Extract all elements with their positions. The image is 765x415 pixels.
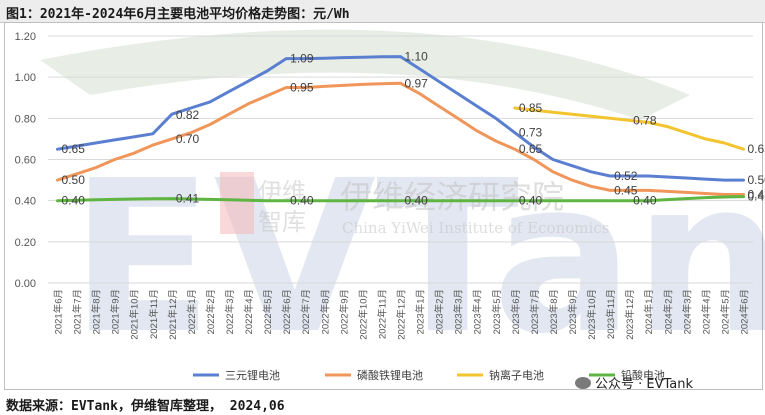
x-tick-label: 2023年3月 xyxy=(453,289,465,334)
data-label-ncm: 1.09 xyxy=(290,52,314,66)
y-tick-label: 0.60 xyxy=(15,155,36,167)
chart-title: 图1：2021年-2024年6月主要电池平均价格走势图：元/Wh xyxy=(6,7,350,22)
x-tick-label: 2023年8月 xyxy=(548,289,560,334)
x-tick-label: 2024年1月 xyxy=(643,289,655,334)
x-tick-label: 2022年11月 xyxy=(376,289,388,339)
data-label-lfp: 0.50 xyxy=(62,173,86,187)
x-tick-label: 2022年9月 xyxy=(338,289,350,334)
x-tick-label: 2024年4月 xyxy=(700,289,712,334)
data-label-lfp: 0.97 xyxy=(405,76,429,90)
data-label-lead: 0.40 xyxy=(62,194,86,208)
watermark-cn-name: 伊维经济研究院 xyxy=(340,178,564,216)
data-labels: 0.65 1.09 1.10 0.73 0.52 0.50 0.50 0.70 0.82 0.95… xyxy=(62,50,765,208)
data-label-lfp: 0.70 xyxy=(176,132,200,146)
x-tick-label: 2022年2月 xyxy=(205,289,217,334)
x-tick-label: 2023年9月 xyxy=(567,289,579,334)
data-label-lead: 0.40 xyxy=(290,194,314,208)
x-tick-label: 2021年7月 xyxy=(72,289,84,334)
x-tick-label: 2022年6月 xyxy=(281,289,293,334)
data-label-lfp: 0.45 xyxy=(614,183,638,197)
watermark-en-name: China YiWei Institute of Economics xyxy=(342,219,609,237)
data-label-ncm: 1.10 xyxy=(405,50,429,64)
series-line-lfp xyxy=(56,81,745,196)
legend-label-lfp: 磷酸铁锂电池 xyxy=(357,368,423,382)
data-label-lead: 0.40 xyxy=(633,194,657,208)
data-label-sodium: 0.78 xyxy=(633,113,657,127)
x-tick-label: 2024年6月 xyxy=(738,289,750,334)
wechat-icon xyxy=(575,377,591,389)
watermark-logo-box xyxy=(220,172,254,234)
data-label-ncm: 0.73 xyxy=(519,126,543,140)
wechat-account: 公众号 · EVTank xyxy=(575,373,693,392)
x-tick-label: 2023年11月 xyxy=(605,289,617,339)
y-tick-label: 0.80 xyxy=(15,113,36,125)
y-tick-label: 0.00 xyxy=(15,278,36,290)
data-label-ncm: 0.50 xyxy=(747,173,765,187)
x-tick-label: 2024年3月 xyxy=(681,289,693,334)
x-tick-label: 2023年10月 xyxy=(586,289,598,340)
series-line-lead xyxy=(56,195,745,203)
source-note: 数据来源：EVTank，伊维智库整理， 2024,06 xyxy=(6,399,285,414)
data-label-lead: 0.41 xyxy=(176,192,200,206)
legend-label-ncm: 三元锂电池 xyxy=(225,368,280,382)
x-tick-label: 2021年6月 xyxy=(53,289,65,334)
legend-label-lead: 铅酸电池 xyxy=(621,368,665,382)
legend: 三元锂电池 磷酸铁锂电池 钠离子电池 铅酸电池 xyxy=(193,368,665,382)
data-label-lfp: 0.95 xyxy=(290,80,314,94)
data-label-lfp: 0.43 xyxy=(747,187,765,201)
x-tick-label: 2022年3月 xyxy=(224,289,236,334)
x-tick-label: 2023年6月 xyxy=(510,289,522,334)
x-tick-label: 2023年4月 xyxy=(472,289,484,334)
series-lines xyxy=(56,55,745,203)
y-tick-label: 0.20 xyxy=(15,237,36,249)
y-tick-label: 0.40 xyxy=(15,196,36,208)
legend-label-sodium: 钠离子电池 xyxy=(489,368,544,382)
x-tick-label: 2021年12月 xyxy=(167,289,179,340)
series-line-sodium xyxy=(513,106,745,151)
x-tick-label: 2024年5月 xyxy=(719,289,731,334)
x-tick-label: 2022年1月 xyxy=(186,289,198,334)
data-label-sodium: 0.65 xyxy=(747,142,765,156)
x-tick-label: 2022年4月 xyxy=(243,289,255,334)
data-label-lead: 0.40 xyxy=(519,194,543,208)
y-tick-label: 1.00 xyxy=(15,72,36,84)
x-tick-label: 2023年5月 xyxy=(491,289,503,334)
x-tick-label: 2023年12月 xyxy=(624,289,636,340)
series-line-ncm xyxy=(56,55,745,182)
wechat-account-label: 公众号 · EVTank xyxy=(595,377,694,392)
watermark-logo-line2: 智库 xyxy=(258,208,306,236)
x-tick-label: 2022年10月 xyxy=(357,289,369,340)
data-label-sodium: 0.85 xyxy=(519,101,543,115)
x-tick-label: 2022年7月 xyxy=(300,289,312,334)
x-tick-label: 2021年9月 xyxy=(110,289,122,334)
y-axis: 0.00 0.20 0.40 0.60 0.80 1.00 1.20 xyxy=(15,31,753,290)
x-tick-label: 2022年8月 xyxy=(319,289,331,334)
chart-frame xyxy=(4,22,763,390)
watermark-brand: EVTank xyxy=(70,135,765,380)
x-tick-label: 2021年11月 xyxy=(148,289,160,339)
x-tick-label: 2023年1月 xyxy=(415,289,427,334)
data-label-lfp: 0.82 xyxy=(176,108,200,122)
x-tick-label: 2021年8月 xyxy=(91,289,103,334)
x-tick-label: 2022年12月 xyxy=(396,289,408,340)
data-label-ncm: 0.52 xyxy=(614,169,638,183)
x-tick-label: 2023年7月 xyxy=(529,289,541,334)
data-label-lead: 0.42 xyxy=(747,190,765,204)
x-tick-label: 2021年10月 xyxy=(129,289,141,340)
watermark-swoosh xyxy=(40,29,690,120)
x-tick-label: 2023年2月 xyxy=(434,289,446,334)
x-tick-label: 2024年2月 xyxy=(662,289,674,334)
data-label-ncm: 0.65 xyxy=(62,142,86,156)
x-axis: 2021年6月 2021年7月 2021年8月 2021年9月 2021年10月 2021… xyxy=(53,289,751,340)
data-label-lead: 0.40 xyxy=(405,194,429,208)
x-tick-label: 2022年5月 xyxy=(262,289,274,334)
data-label-lfp: 0.65 xyxy=(519,142,543,156)
y-tick-label: 1.20 xyxy=(15,31,36,43)
